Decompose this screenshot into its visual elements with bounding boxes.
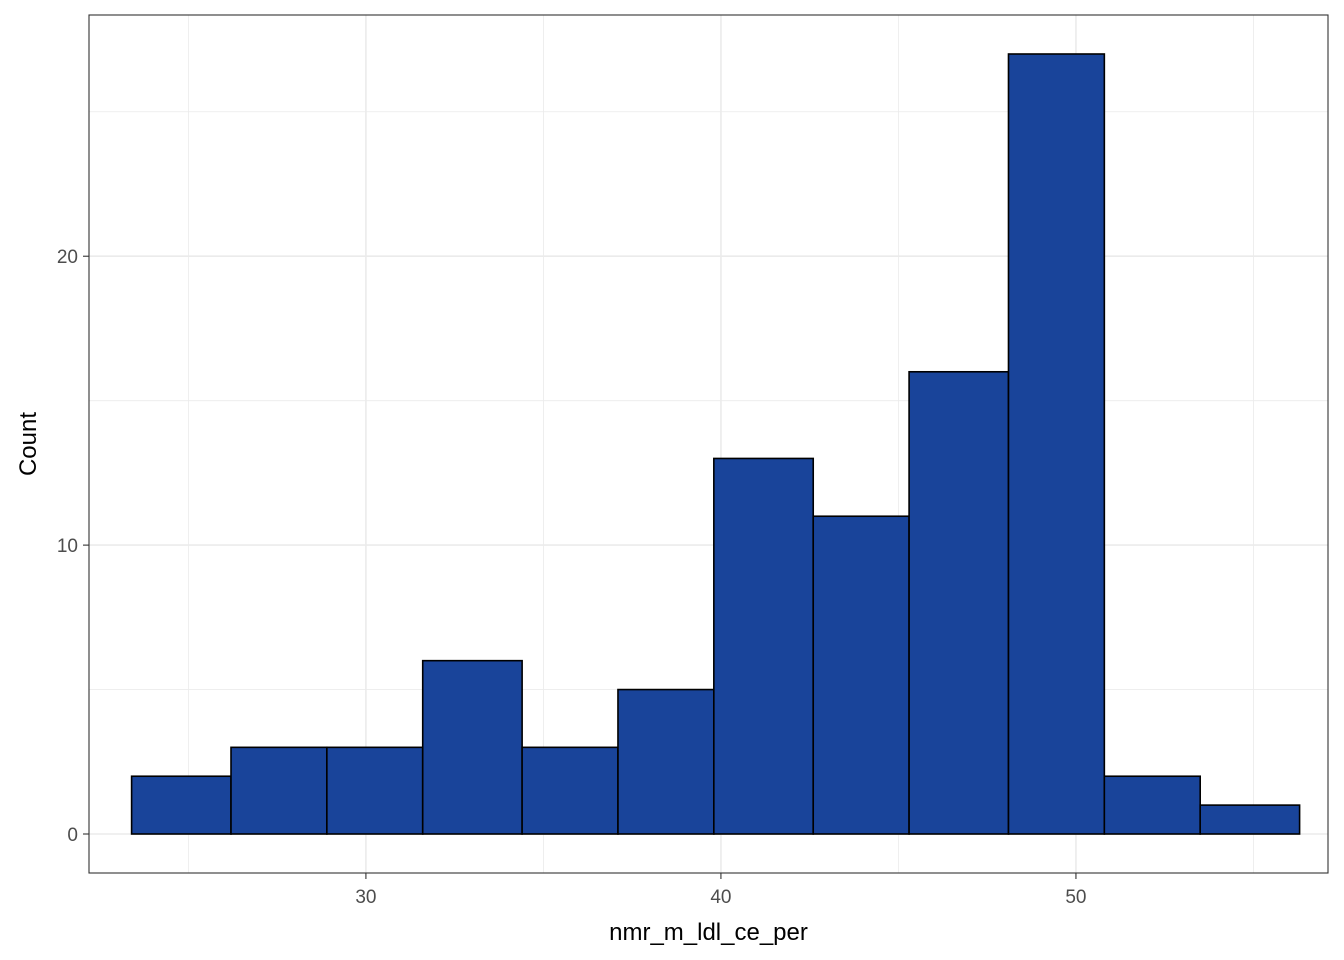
- y-axis-title: Count: [15, 412, 42, 476]
- histogram-bar: [713, 457, 815, 835]
- x-axis-title: nmr_m_ldl_ce_per: [609, 919, 808, 946]
- x-tick-label: 30: [355, 887, 376, 908]
- histogram-bar: [421, 659, 523, 835]
- x-tick-label: 50: [1065, 887, 1086, 908]
- histogram-bar: [130, 775, 232, 835]
- histogram-bar: [617, 688, 715, 835]
- x-axis-ticks: 30 40 50: [355, 873, 1087, 908]
- histogram-bar: [1007, 53, 1106, 835]
- y-tick-label: 10: [57, 536, 78, 557]
- histogram-bar: [812, 515, 910, 835]
- histogram-bars: [130, 53, 1301, 835]
- y-axis-ticks: 0 10 20: [57, 247, 89, 846]
- panel-border: [88, 14, 1329, 874]
- minor-gridlines: [89, 15, 1328, 873]
- x-tick-label: 40: [710, 887, 731, 908]
- y-tick-label: 20: [57, 247, 78, 268]
- histogram-bar: [521, 746, 619, 835]
- histogram-bar: [1103, 775, 1201, 835]
- histogram-bar: [326, 746, 424, 835]
- histogram-bar: [1199, 804, 1301, 835]
- histogram-bar: [230, 746, 328, 835]
- histogram-bar: [908, 370, 1010, 835]
- y-tick-label: 0: [67, 825, 78, 846]
